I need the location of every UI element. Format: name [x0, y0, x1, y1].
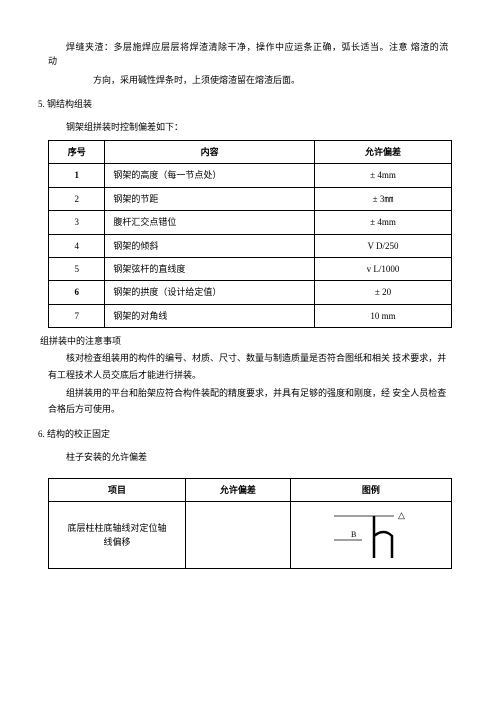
th2-item: 项目 [49, 479, 186, 502]
section-6-heading: 6. 结构的校正固定 [38, 427, 452, 441]
section-5-heading: 5. 钢结构组装 [38, 97, 452, 111]
intro-para-1: 焊缝夹渣：多层施焊应层层将焊渣清除干净，操作中应运条正确，弧长适当。注意 熔渣的… [48, 40, 452, 69]
td-desc: 钢架的高度（每一节点处） [105, 164, 315, 187]
td-no: 3 [49, 211, 105, 234]
table-row: 5钢架弦杆的直线度v L/1000 [49, 257, 452, 280]
table-row: 7钢架的对角线10 mm [49, 304, 452, 327]
td-desc: 钢架的对角线 [105, 304, 315, 327]
td-no: 6 [49, 281, 105, 304]
section-5-lead: 钢架组拼装时控制偏差如下： [48, 120, 452, 134]
td-tol: V D/250 [314, 234, 451, 257]
th-desc: 内容 [105, 140, 315, 163]
td-no: 2 [49, 187, 105, 210]
th2-tol: 允许偏差 [186, 479, 291, 502]
intro-para-2: 方向，采用碱性焊条时，上须使熔渣留在熔渣后面。 [48, 73, 452, 87]
td-no: 1 [49, 164, 105, 187]
td-desc: 钢架的节距 [105, 187, 315, 210]
td-desc: 钢架弦杆的直线度 [105, 257, 315, 280]
td2-tol [186, 502, 291, 569]
assembly-notes-title: 组拼装中的注意事项 [40, 334, 452, 348]
legend-diagram: △ B [316, 506, 426, 560]
td-tol: v L/1000 [314, 257, 451, 280]
td-no: 7 [49, 304, 105, 327]
table-row: 3腹杆汇交点错位± 4mm [49, 211, 452, 234]
table-row: 6钢架的拱度（设计给定值）± 20 [49, 281, 452, 304]
assembly-note-2: 组拼装用的平台和胎架应符合构件装配的精度要求，并具有足够的强度和刚度，经 安全人… [48, 385, 452, 417]
td2-legend: △ B [290, 502, 451, 569]
table2-row: 底层柱柱底轴线对定位轴 线偏移 △ B [49, 502, 452, 569]
td-desc: 钢架的倾斜 [105, 234, 315, 257]
column-tolerance-table: 项目 允许偏差 图例 底层柱柱底轴线对定位轴 线偏移 △ B [48, 478, 452, 569]
td-tol: ± 3㎜ [314, 187, 451, 210]
table-row: 4钢架的倾斜V D/250 [49, 234, 452, 257]
th-tol: 允许偏差 [314, 140, 451, 163]
assembly-note-1: 核对检查组装用的构件的编号、材质、尺寸、数量与制造质量是否符合图纸和相关 技术要… [48, 350, 452, 382]
table-row: 2钢架的节距± 3㎜ [49, 187, 452, 210]
table-header-row: 序号 内容 允许偏差 [49, 140, 452, 163]
td-no: 4 [49, 234, 105, 257]
th2-legend: 图例 [290, 479, 451, 502]
td2-item-line1: 底层柱柱底轴线对定位轴 [55, 521, 179, 535]
td-tol: ± 20 [314, 281, 451, 304]
legend-delta: △ [398, 510, 405, 520]
td-tol: ± 4mm [314, 164, 451, 187]
legend-b: B [351, 530, 356, 539]
td-no: 5 [49, 257, 105, 280]
td-tol: 10 mm [314, 304, 451, 327]
th-no: 序号 [49, 140, 105, 163]
td-desc: 钢架的拱度（设计给定值） [105, 281, 315, 304]
section-6-lead: 柱子安装的允许偏差 [48, 450, 452, 464]
tolerance-table: 序号 内容 允许偏差 1钢架的高度（每一节点处）± 4mm2钢架的节距± 3㎜3… [48, 140, 452, 328]
td2-item: 底层柱柱底轴线对定位轴 线偏移 [49, 502, 186, 569]
assembly-notes-body: 核对检查组装用的构件的编号、材质、尺寸、数量与制造质量是否符合图纸和相关 技术要… [48, 350, 452, 417]
td-tol: ± 4mm [314, 211, 451, 234]
table2-header-row: 项目 允许偏差 图例 [49, 479, 452, 502]
table-row: 1钢架的高度（每一节点处）± 4mm [49, 164, 452, 187]
td-desc: 腹杆汇交点错位 [105, 211, 315, 234]
td2-item-line2: 线偏移 [55, 535, 179, 549]
